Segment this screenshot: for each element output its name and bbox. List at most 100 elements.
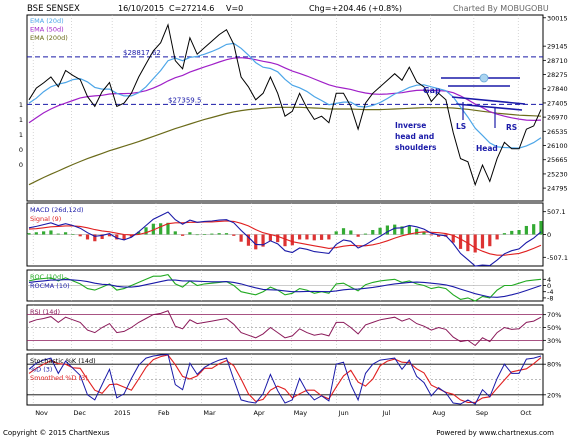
rsi-panel: 70% 50% 30% RSI (14d)	[26, 304, 561, 351]
roc-legend-item: ROC (10d)	[30, 273, 64, 281]
powered-by-text: Powered by www.chartnexus.com	[436, 429, 554, 437]
macd-histogram-bar	[129, 234, 133, 237]
macd-histogram-bar	[49, 230, 53, 235]
price-axis-label: 25230	[547, 170, 568, 178]
roc-panel: 40-4-8 ROC (10d)ROCMA (10)	[26, 269, 553, 302]
macd-axis-label: -507.1	[547, 254, 568, 262]
rocma-legend-item: ROCMA (10)	[30, 282, 70, 290]
macd-histogram-bar	[539, 221, 543, 235]
ema200-line	[28, 106, 542, 186]
rsi-axis-label: 70%	[547, 311, 561, 319]
price-left-axis-label: 0	[19, 161, 23, 169]
price-left-axis-label: 1	[19, 116, 23, 124]
x-axis-label: Dec	[73, 409, 86, 417]
macd-histogram-bar	[173, 231, 177, 235]
volume-value: V=0	[226, 4, 244, 13]
roc-axis-label: 0	[547, 282, 551, 290]
macd-histogram-bar	[85, 234, 90, 240]
price-axis-label: 26100	[547, 142, 568, 150]
macd-histogram-bar	[137, 231, 141, 235]
close-value: C=27214.6	[169, 4, 215, 13]
x-axis-label: Nov	[35, 409, 48, 417]
annotation-ls: LS	[456, 122, 466, 131]
stochastic-panel: 80% 20% Stochastic %K (14d)%D (3)Smoothed …	[26, 353, 561, 406]
macd-histogram-bar	[371, 230, 375, 235]
price-axis-label: 27405	[547, 99, 568, 107]
ema20-line	[28, 42, 542, 149]
macd-histogram-bar	[181, 234, 185, 236]
price-axis-label: 26535	[547, 128, 568, 136]
macd-histogram-bar	[78, 234, 82, 237]
stochastic-d-line	[28, 354, 542, 403]
macd-histogram-bar	[400, 226, 404, 235]
macd-histogram-bar	[202, 234, 207, 235]
pattern-annotations: Gap Inverse head and shoulders LS Head RS	[395, 73, 526, 153]
macd-histogram-bar	[298, 234, 302, 240]
macd-histogram-bar	[56, 233, 60, 235]
quote-date: 16/10/2015	[118, 4, 165, 13]
stochastic-axis-label: 20%	[547, 391, 561, 399]
price-left-axis-label: 1	[19, 131, 23, 139]
macd-histogram-bar	[356, 234, 360, 237]
price-axis-label: 26970	[547, 114, 568, 122]
price-axis-label: 27840	[547, 85, 568, 93]
roc-line	[28, 273, 542, 302]
macd-histogram-bar	[458, 234, 463, 249]
macd-histogram-bar	[480, 234, 485, 249]
signal-line	[28, 220, 542, 256]
macd-histogram-bar	[42, 231, 46, 235]
x-axis-label: Aug	[433, 409, 446, 417]
macd-histogram-bar	[159, 223, 163, 235]
stochastic-legend-item: Stochastic %K (14d)	[30, 357, 96, 365]
macd-histogram-bar	[334, 231, 338, 235]
price-line	[28, 23, 542, 187]
macd-histogram-bar	[115, 234, 119, 240]
macd-histogram-bar	[166, 222, 170, 235]
x-axis-label: 2015	[114, 409, 131, 417]
macd-histogram-bar	[349, 230, 353, 235]
price-left-axis-label: 1	[19, 101, 23, 109]
macd-histogram-bar	[363, 233, 368, 235]
macd-histogram-bar	[232, 234, 236, 236]
annotation-head-and: head and	[395, 132, 434, 141]
stochastic-legend-item: %D (3)	[30, 366, 52, 374]
x-axis-label: Mar	[203, 409, 216, 417]
macd-histogram-bar	[415, 228, 419, 235]
rsi-axis-label: 30%	[547, 337, 561, 345]
rsi-axis-label: 50%	[547, 324, 561, 332]
macd-histogram-bar	[473, 234, 477, 253]
x-axis-label: Jul	[381, 409, 390, 417]
macd-histogram-bar	[290, 234, 294, 246]
macd-histogram-bar	[276, 234, 280, 243]
stochastic-axis-label: 80%	[547, 361, 561, 369]
macd-line	[28, 211, 542, 267]
x-axis-label: Jun	[338, 409, 349, 417]
macd-histogram-bar	[93, 234, 97, 242]
ema50-line	[28, 57, 542, 124]
price-axis-label: 25665	[547, 156, 568, 164]
neckline-upper	[451, 96, 526, 105]
macd-legend-item: MACD (26d,12d)	[30, 206, 83, 214]
price-axis-label: 29145	[547, 43, 568, 51]
x-axis-label: Feb	[158, 409, 170, 417]
rsi-legend-item: RSI (14d)	[30, 308, 60, 316]
macd-histogram-bar	[144, 227, 148, 235]
macd-histogram-bar	[385, 225, 389, 235]
x-axis-label: Apr	[253, 409, 265, 417]
macd-histogram-bar	[283, 234, 287, 247]
x-axis-label: Sep	[476, 409, 488, 417]
x-axis-label: May	[294, 409, 308, 417]
macd-histogram-bar	[107, 234, 112, 237]
macd-histogram-bar	[422, 231, 426, 235]
macd-histogram-bar	[100, 234, 104, 239]
macd-histogram-bar	[510, 230, 514, 235]
macd-histogram-bar	[517, 230, 521, 235]
neckline-lower	[455, 103, 523, 111]
annotation-head: Head	[476, 144, 498, 153]
macd-histogram-bar	[524, 225, 528, 235]
macd-histogram-bar	[495, 234, 499, 240]
roc-axis-label: -4	[547, 288, 553, 296]
chart-credit: Charted By MOBUGOBU	[453, 4, 549, 13]
macd-histogram-bar	[188, 232, 192, 235]
